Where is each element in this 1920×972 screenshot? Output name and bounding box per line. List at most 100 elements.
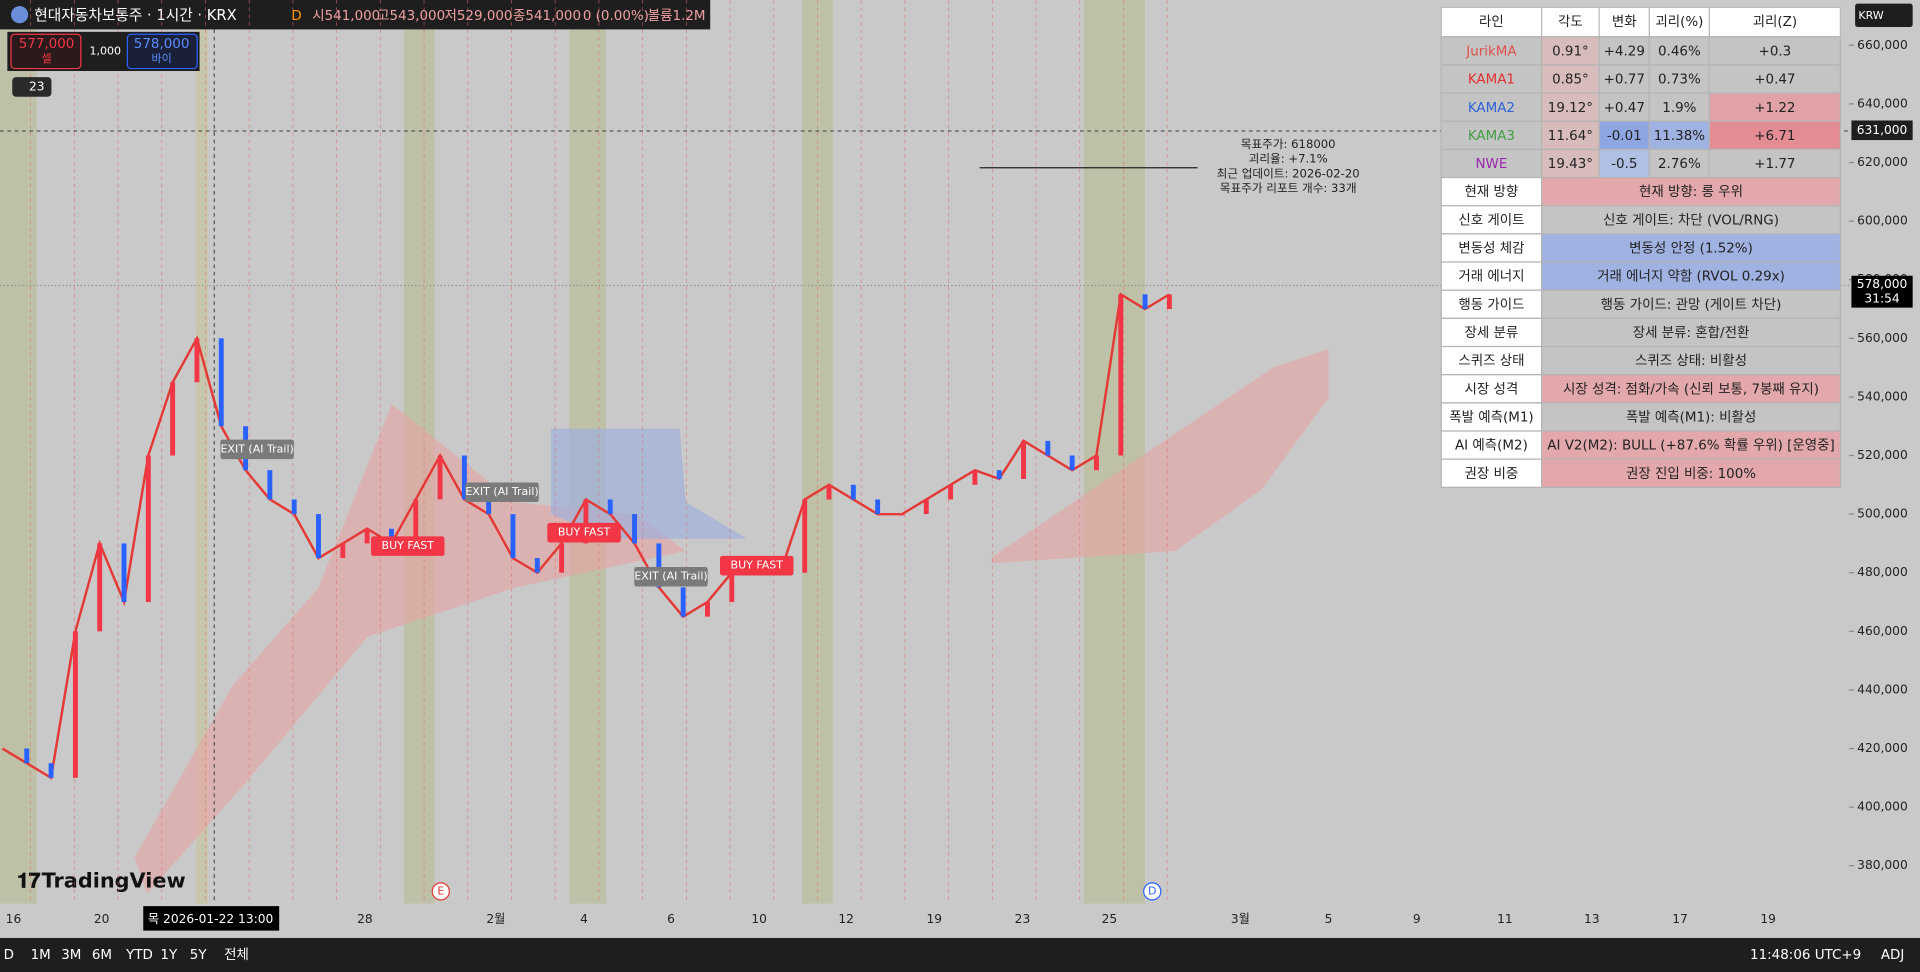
status-label-cell — [1440, 374, 1543, 404]
status-text: 신호 게이트: 차단 (VOL/RNG) — [1603, 212, 1779, 228]
x-tick-label: 13 — [1584, 912, 1600, 926]
status-text: 현재 방향: 롱 우위 — [1639, 184, 1743, 200]
ohlc: 저529,000 — [444, 8, 512, 24]
candle — [170, 382, 176, 456]
candle — [194, 338, 200, 383]
collapse-btn[interactable] — [12, 77, 52, 97]
status-label-cell — [1440, 458, 1543, 488]
x-tick-label: 28 — [357, 912, 373, 926]
status-cell — [1541, 233, 1842, 263]
table-cell-text: 0.46% — [1658, 44, 1701, 59]
range-btn[interactable]: 1M — [31, 948, 51, 963]
table-cell — [1440, 120, 1543, 151]
crosshair-badge — [1851, 120, 1913, 141]
range-btn[interactable]: D — [4, 948, 14, 963]
range-btn[interactable]: 5Y — [190, 948, 208, 963]
cursor-date-badge — [143, 906, 280, 931]
table-cell-text: +0.47 — [1754, 73, 1795, 88]
table-cell-text: 1.9% — [1662, 101, 1696, 116]
candle — [1118, 294, 1124, 456]
table-cell — [1598, 64, 1651, 94]
countdown: 31:54 — [1864, 292, 1899, 306]
candle — [1142, 294, 1148, 310]
table-cell-text: -0.5 — [1611, 157, 1637, 172]
status-label-cell — [1440, 261, 1543, 291]
candle — [267, 470, 273, 500]
session-band — [1083, 0, 1145, 904]
candle — [1045, 440, 1051, 456]
table-cell — [1440, 36, 1543, 66]
candle — [121, 543, 127, 603]
sell-price: 577,000 — [19, 37, 75, 52]
status-text: 장세 분류: 혼합/전환 — [1633, 325, 1750, 341]
status-label: 폭발 예측(M1) — [1449, 410, 1533, 426]
sell-label: 셀 — [41, 52, 51, 65]
signal-label: EXIT (AI Trail) — [465, 485, 538, 498]
y-tick-label: 620,000 — [1857, 155, 1908, 169]
candle — [413, 499, 419, 544]
candle — [850, 484, 856, 500]
x-tick-label: 9 — [1413, 912, 1421, 926]
status-text: AI V2(M2): BULL (+87.6% 확률 우위) [운영중] — [1547, 438, 1835, 454]
table-cell — [1598, 148, 1651, 179]
status-cell — [1541, 345, 1842, 376]
signal-box — [720, 555, 794, 576]
status-label: 변동성 체감 — [1458, 241, 1524, 257]
currency: KRW — [1858, 9, 1883, 22]
status-label: 권장 비중 — [1465, 466, 1519, 482]
status-label: 스퀴즈 상태 — [1458, 353, 1524, 369]
target-note: 괴리율: +7.1% — [1249, 152, 1328, 166]
y-tick-label: 660,000 — [1857, 38, 1908, 52]
status-cell — [1541, 430, 1842, 460]
table-cell — [1708, 36, 1842, 66]
logo: 𝟏𝟕 — [17, 869, 41, 893]
signal-box — [547, 522, 621, 543]
x-tick-label: 25 — [1102, 912, 1118, 926]
table-cell-text: 2.76% — [1658, 157, 1701, 172]
table-cell-text: 11.38% — [1654, 129, 1706, 144]
table-cell-text: 0.91° — [1552, 44, 1589, 59]
range-btn[interactable]: 3M — [61, 948, 81, 963]
range-btn[interactable]: 1Y — [160, 948, 178, 963]
interval-badge: D — [291, 9, 301, 24]
status-text: 변동성 안정 (1.52%) — [1629, 241, 1753, 257]
status-text: 시장 성격: 점화/가속 (신뢰 보통, 7봉째 유지) — [1563, 381, 1819, 397]
candle — [316, 514, 321, 559]
clock: 11:48:06 UTC+9 — [1750, 948, 1861, 963]
table-cell-text: +0.77 — [1604, 73, 1645, 88]
y-tick-label: 440,000 — [1857, 682, 1908, 696]
y-tick-label: 540,000 — [1857, 389, 1908, 403]
table-cell-text: 11.64° — [1548, 129, 1593, 144]
currency-btn[interactable] — [1855, 3, 1913, 27]
status-text: 스퀴즈 상태: 비활성 — [1635, 353, 1747, 369]
status-label-cell — [1440, 402, 1543, 432]
table-cell-text: +1.22 — [1754, 101, 1795, 116]
candle — [97, 543, 103, 632]
table-cell-text: -0.01 — [1607, 129, 1642, 144]
x-tick-label: 19 — [1760, 912, 1776, 926]
buy-btn[interactable] — [126, 33, 198, 70]
x-tick-label: 17 — [1672, 912, 1688, 926]
last-price-badge — [1851, 275, 1913, 308]
ohlc: 볼륨1.2M — [648, 8, 706, 24]
x-tick-label: 10 — [751, 912, 767, 926]
range-btn[interactable]: 전체 — [224, 947, 249, 963]
sell-btn[interactable] — [10, 33, 82, 70]
candle — [291, 499, 297, 515]
symbol-icon — [11, 6, 29, 24]
y-tick-label: 380,000 — [1857, 858, 1908, 872]
table-cell-text: KAMA3 — [1468, 129, 1515, 144]
table-cell-text: 19.12° — [1548, 101, 1593, 116]
candle — [680, 587, 686, 617]
table-cell — [1598, 120, 1651, 151]
status-cell — [1541, 374, 1842, 404]
x-tick-label: 3월 — [1231, 912, 1250, 926]
range-btn[interactable]: YTD — [125, 948, 153, 963]
ohlc: 시541,000 — [312, 9, 380, 24]
range-btn[interactable]: 6M — [92, 948, 112, 963]
y-tick-label: 480,000 — [1857, 565, 1908, 579]
table-cell-text: JurikMA — [1465, 44, 1517, 59]
status-cell — [1541, 176, 1842, 207]
adjust[interactable]: ADJ — [1881, 948, 1905, 963]
